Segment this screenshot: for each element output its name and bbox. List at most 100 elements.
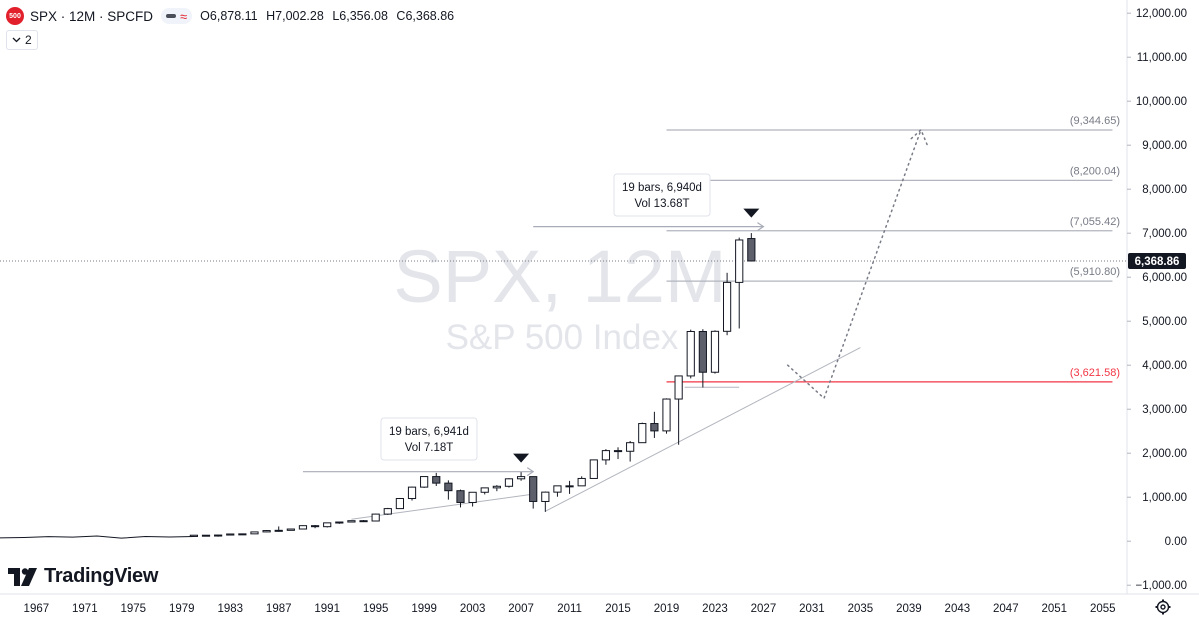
x-tick-label: 1967 xyxy=(24,603,50,615)
candle-body[interactable] xyxy=(250,531,259,535)
measure-arrow-icon xyxy=(526,467,535,477)
ohlc-open: 6,878.11 xyxy=(209,9,258,23)
candle-body[interactable] xyxy=(565,485,574,488)
candle-body[interactable] xyxy=(626,442,635,452)
indicators-toggle[interactable]: 2 xyxy=(6,30,38,50)
x-tick-label: 1975 xyxy=(121,603,147,615)
projection-path[interactable] xyxy=(786,129,922,400)
x-tick-label: 2027 xyxy=(751,603,777,615)
candle-body[interactable] xyxy=(638,423,647,444)
candle-body[interactable] xyxy=(214,534,223,537)
candle-body[interactable] xyxy=(238,533,247,536)
y-tick-label: 4,000.00 xyxy=(1142,360,1187,372)
candle-body[interactable] xyxy=(335,521,344,524)
x-tick-label: 1983 xyxy=(217,603,243,615)
candle-body[interactable] xyxy=(589,459,598,479)
last-price-label: 6,368.86 xyxy=(1135,256,1180,268)
watermark-title: SPX, 12M xyxy=(393,235,726,318)
y-tick-label: 9,000.00 xyxy=(1142,140,1187,152)
x-tick-label: 2019 xyxy=(654,603,680,615)
candle-body[interactable] xyxy=(492,485,501,489)
y-tick-label: 10,000.00 xyxy=(1136,96,1187,108)
candle-body[interactable] xyxy=(686,330,695,377)
candle-body[interactable] xyxy=(323,522,332,528)
candle-body[interactable] xyxy=(504,478,514,487)
trendline[interactable] xyxy=(351,493,534,520)
gear-icon[interactable] xyxy=(1154,598,1172,616)
symbol-title[interactable]: SPX · 12M · SPCFD xyxy=(30,8,154,24)
chevron-down-icon xyxy=(12,37,21,43)
candle-body[interactable] xyxy=(262,530,271,533)
tradingview-brand[interactable]: TradingView xyxy=(8,565,158,588)
candle-body[interactable] xyxy=(407,486,417,500)
candle-body[interactable] xyxy=(674,375,683,400)
candle-body[interactable] xyxy=(201,534,211,537)
candle-body[interactable] xyxy=(529,476,538,502)
approx-icon: ≈ xyxy=(180,8,188,24)
candle-body[interactable] xyxy=(541,491,550,502)
candle-body[interactable] xyxy=(395,498,405,510)
candle-body[interactable] xyxy=(383,508,392,515)
candle-body[interactable] xyxy=(710,330,720,373)
y-tick-label: 0.00 xyxy=(1165,536,1187,548)
x-tick-label: 2047 xyxy=(993,603,1019,615)
candle-body[interactable] xyxy=(613,450,623,453)
trendline[interactable] xyxy=(545,347,861,512)
candle-body[interactable] xyxy=(456,490,465,503)
measure-volume-label: Vol 13.68T xyxy=(635,198,690,210)
candle-body[interactable] xyxy=(298,525,308,530)
candle-body[interactable] xyxy=(468,491,477,503)
candle-body[interactable] xyxy=(735,239,744,283)
y-tick-label: 3,000.00 xyxy=(1142,404,1187,416)
x-tick-label: 2003 xyxy=(460,603,486,615)
spx-logo-icon: 500 xyxy=(6,7,24,25)
measure-label-box xyxy=(380,417,478,461)
bar-marker-icon xyxy=(513,453,530,463)
level-label: (7,055.42) xyxy=(1070,216,1120,228)
candle-body[interactable] xyxy=(359,520,368,523)
y-tick-label: −1,000.00 xyxy=(1136,580,1187,592)
measure-arrow-icon xyxy=(757,222,765,232)
candle-body[interactable] xyxy=(444,482,453,492)
candle-body[interactable] xyxy=(189,534,198,537)
x-tick-label: 2051 xyxy=(1041,603,1067,615)
candle-body[interactable] xyxy=(722,281,732,332)
candle-body[interactable] xyxy=(650,423,659,432)
candle-body[interactable] xyxy=(274,529,283,532)
measure-volume-label: Vol 7.18T xyxy=(405,442,454,454)
candle-body[interactable] xyxy=(601,450,611,461)
symbol-header[interactable]: 500 SPX · 12M · SPCFD ≈ O6,878.11 H7,002… xyxy=(6,6,459,26)
x-tick-label: 2035 xyxy=(848,603,874,615)
x-tick-label: 2055 xyxy=(1090,603,1116,615)
candle-body[interactable] xyxy=(662,398,671,432)
measure-bars-label: 19 bars, 6,941d xyxy=(389,426,469,438)
candle-body[interactable] xyxy=(226,533,235,536)
candle-body[interactable] xyxy=(310,525,320,528)
y-tick-label: 12,000.00 xyxy=(1136,8,1187,20)
candle-body[interactable] xyxy=(747,238,756,262)
candle-body[interactable] xyxy=(286,528,295,531)
x-tick-label: 1999 xyxy=(411,603,437,615)
candle-body[interactable] xyxy=(432,476,441,484)
candle-body[interactable] xyxy=(347,520,356,523)
candle-body[interactable] xyxy=(553,485,562,493)
ohlc-low: 6,356.08 xyxy=(339,9,388,23)
level-label: (5,910.80) xyxy=(1070,266,1120,278)
x-tick-label: 1987 xyxy=(266,603,292,615)
x-tick-label: 2011 xyxy=(557,603,582,615)
measure-label-box xyxy=(613,173,711,217)
candle-body[interactable] xyxy=(480,487,489,493)
x-tick-label: 2043 xyxy=(945,603,971,615)
candle-body[interactable] xyxy=(420,476,429,488)
tradingview-logo-icon xyxy=(8,567,37,586)
y-tick-label: 8,000.00 xyxy=(1142,184,1187,196)
chart-style-pill[interactable]: ≈ xyxy=(161,8,193,24)
x-tick-label: 1995 xyxy=(363,603,389,615)
watermark-subtitle: S&P 500 Index xyxy=(446,318,679,357)
candle-body[interactable] xyxy=(698,330,707,373)
candle-body[interactable] xyxy=(516,476,526,480)
candle-body[interactable] xyxy=(577,477,586,487)
candle-body[interactable] xyxy=(371,513,380,522)
last-price-badge xyxy=(1128,252,1186,269)
